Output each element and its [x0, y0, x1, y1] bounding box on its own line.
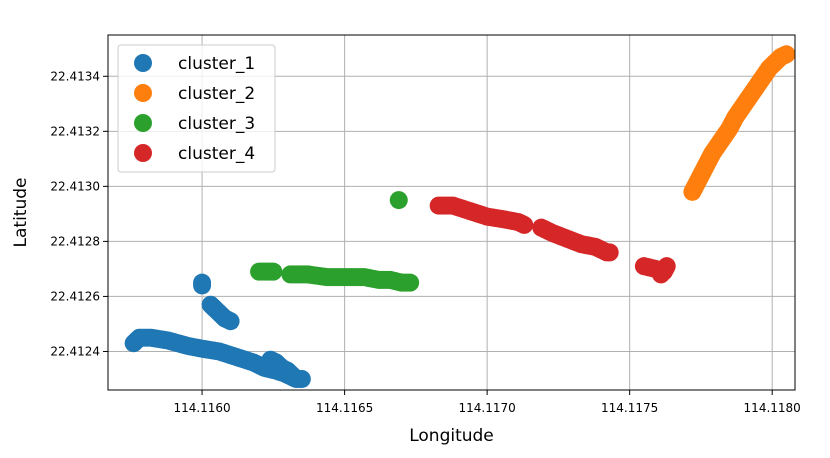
cluster_3-points — [250, 191, 420, 292]
x-axis-label: Longitude — [409, 426, 494, 446]
cluster_1-points — [124, 273, 311, 388]
legend-box — [117, 44, 276, 173]
data-point — [221, 312, 240, 331]
data-point — [600, 243, 619, 262]
data-point — [389, 191, 408, 210]
x-tick-label: 114.1175 — [601, 401, 658, 415]
legend-label: cluster_2 — [178, 84, 255, 104]
y-axis-ticks: 22.4124 22.4126 22.4128 22.4130 22.4132 22.41… — [50, 69, 108, 358]
x-tick-label: 114.1170 — [458, 401, 515, 415]
legend-label: cluster_4 — [178, 144, 255, 164]
data-point — [264, 262, 283, 281]
legend-label: cluster_3 — [178, 114, 255, 134]
cluster_4-legend-marker — [134, 144, 152, 162]
cluster_1-legend-marker — [134, 54, 152, 72]
plot-frame — [107, 34, 796, 391]
legend: cluster_1 cluster_2 cluster_3 cluster_4 — [117, 44, 276, 173]
y-tick-label: 22.4132 — [50, 124, 100, 138]
x-tick-label: 114.1160 — [173, 401, 230, 415]
x-tick-label: 114.1180 — [744, 401, 801, 415]
x-axis-ticks: 114.1160 114.1165 114.1170 114.1175 114.1180 — [173, 390, 801, 415]
cluster_2-points — [683, 45, 796, 201]
scatter-points — [124, 45, 796, 388]
y-tick-label: 22.4124 — [50, 344, 100, 358]
data-point — [515, 215, 534, 234]
y-tick-label: 22.4128 — [50, 234, 100, 248]
y-tick-label: 22.4130 — [50, 179, 100, 193]
legend-label: cluster_1 — [178, 54, 255, 74]
data-point — [401, 273, 420, 292]
y-tick-label: 22.4126 — [50, 289, 100, 303]
data-point — [777, 45, 796, 64]
cluster_3-legend-marker — [134, 114, 152, 132]
data-point — [652, 265, 671, 284]
y-axis-label: Latitude — [11, 178, 31, 248]
cluster_4-points — [429, 196, 676, 284]
cluster_2-legend-marker — [134, 84, 152, 102]
x-tick-label: 114.1165 — [316, 401, 373, 415]
data-point — [193, 276, 212, 295]
y-tick-label: 22.4134 — [50, 69, 100, 83]
data-point — [284, 367, 303, 386]
